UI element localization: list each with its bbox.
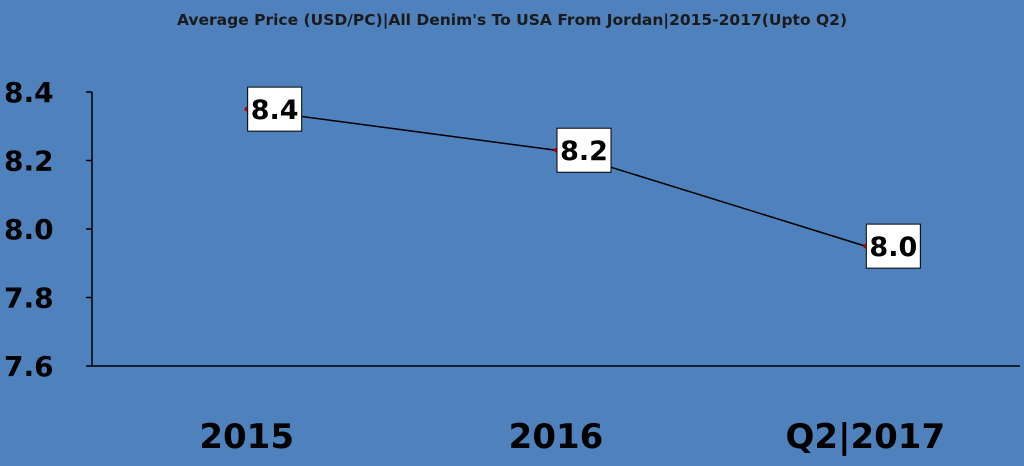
chart-title: Average Price (USD/PC)|All Denim's To US… xyxy=(177,11,847,30)
data-labels: 8.4 8.2 8.0 xyxy=(247,86,921,269)
data-label: 8.0 xyxy=(865,223,921,269)
data-label: 8.4 xyxy=(247,86,303,132)
x-axis-ticks: 2015 2016 Q2|2017 xyxy=(199,417,945,457)
data-label-box xyxy=(247,86,303,132)
data-label-box xyxy=(865,223,921,269)
y-tick-label: 8.2 xyxy=(4,145,54,178)
y-tick-label: 7.6 xyxy=(4,350,54,383)
data-label: 8.2 xyxy=(556,127,612,173)
y-tick-label: 8.0 xyxy=(4,213,54,246)
x-tick-label: Q2|2017 xyxy=(786,417,946,457)
data-label-text: 8.2 xyxy=(560,136,608,167)
y-tick-label: 8.4 xyxy=(4,76,54,109)
data-label-box xyxy=(556,127,612,173)
x-tick-label: 2016 xyxy=(509,417,604,457)
y-axis-ticks: 7.6 7.8 8.0 8.2 8.4 xyxy=(4,76,92,383)
data-label-text: 8.0 xyxy=(869,232,917,263)
y-tick-label: 7.8 xyxy=(4,282,54,315)
data-label-text: 8.4 xyxy=(251,95,299,126)
x-tick-label: 2015 xyxy=(199,417,294,457)
